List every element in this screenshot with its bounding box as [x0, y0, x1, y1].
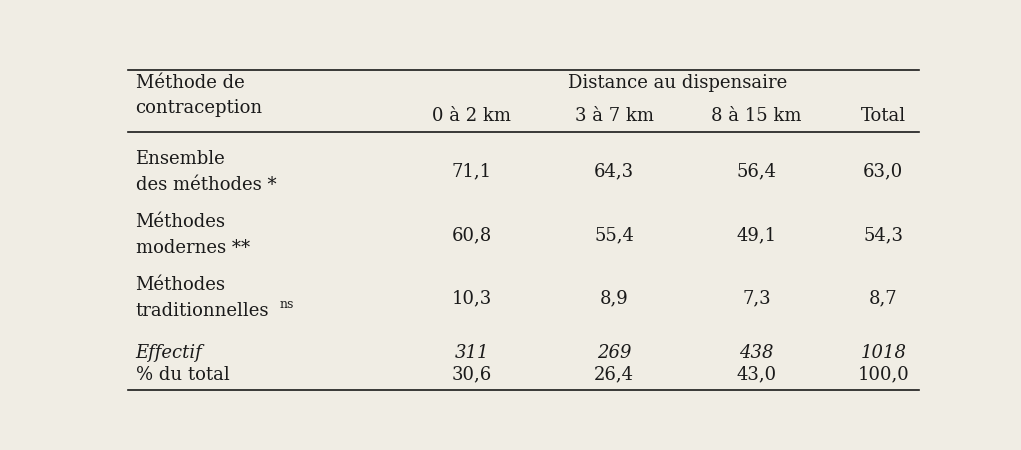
- Text: des méthodes *: des méthodes *: [136, 176, 276, 194]
- Text: Méthodes: Méthodes: [136, 213, 226, 231]
- Text: Distance au dispensaire: Distance au dispensaire: [568, 74, 787, 92]
- Text: 100,0: 100,0: [858, 365, 909, 383]
- Text: Ensemble: Ensemble: [136, 150, 226, 168]
- Text: 311: 311: [454, 344, 489, 362]
- Text: Méthodes: Méthodes: [136, 276, 226, 294]
- Text: 60,8: 60,8: [451, 226, 492, 244]
- Text: traditionnelles: traditionnelles: [136, 302, 270, 320]
- Text: 8 à 15 km: 8 à 15 km: [712, 108, 801, 126]
- Text: 0 à 2 km: 0 à 2 km: [432, 108, 512, 126]
- Text: ns: ns: [280, 298, 294, 311]
- Text: 30,6: 30,6: [451, 365, 492, 383]
- Text: 43,0: 43,0: [736, 365, 777, 383]
- Text: 55,4: 55,4: [594, 226, 634, 244]
- Text: 63,0: 63,0: [863, 163, 904, 181]
- Text: Effectif: Effectif: [136, 344, 202, 362]
- Text: 26,4: 26,4: [594, 365, 634, 383]
- Text: Total: Total: [861, 108, 906, 126]
- Text: 54,3: 54,3: [864, 226, 904, 244]
- Text: 7,3: 7,3: [742, 289, 771, 307]
- Text: contraception: contraception: [136, 99, 262, 117]
- Text: modernes **: modernes **: [136, 239, 250, 257]
- Text: 10,3: 10,3: [451, 289, 492, 307]
- Text: 8,7: 8,7: [869, 289, 897, 307]
- Text: 71,1: 71,1: [451, 163, 492, 181]
- Text: % du total: % du total: [136, 365, 230, 383]
- Text: Méthode de: Méthode de: [136, 74, 244, 92]
- Text: 1018: 1018: [861, 344, 907, 362]
- Text: 8,9: 8,9: [600, 289, 629, 307]
- Text: 438: 438: [739, 344, 774, 362]
- Text: 56,4: 56,4: [737, 163, 777, 181]
- Text: 64,3: 64,3: [594, 163, 634, 181]
- Text: 49,1: 49,1: [736, 226, 777, 244]
- Text: 3 à 7 km: 3 à 7 km: [575, 108, 653, 126]
- Text: 269: 269: [597, 344, 632, 362]
